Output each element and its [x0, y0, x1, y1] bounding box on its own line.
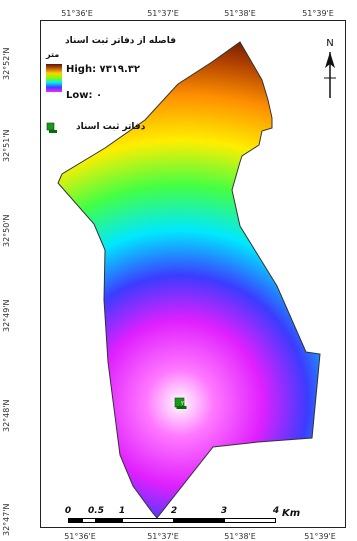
- scale-segment: [68, 518, 82, 523]
- scale-label: 2: [170, 506, 178, 516]
- scale-segment: [82, 518, 96, 523]
- longitude-tick-top: 51°37'E: [147, 9, 179, 18]
- longitude-tick-bottom: 51°38'E: [224, 532, 256, 541]
- scale-label: 1: [118, 506, 126, 516]
- north-arrow-icon: [324, 52, 336, 98]
- longitude-tick-top: 51°39'E: [302, 9, 334, 18]
- scale-label: 3: [220, 506, 228, 516]
- legend-high-value: High: ۷۳۱۹.۳۲: [66, 64, 140, 75]
- office-marker-icon: [174, 397, 187, 409]
- longitude-tick-bottom: 51°39'E: [304, 532, 336, 541]
- longitude-tick-bottom: 51°36'E: [64, 532, 96, 541]
- scale-unit: Km: [282, 508, 301, 519]
- legend-low-value: Low: ۰: [66, 90, 103, 101]
- longitude-tick-top: 51°38'E: [224, 9, 256, 18]
- study-area-polygon: [57, 41, 321, 519]
- office-marker-icon: [46, 122, 57, 133]
- legend-office-label: دفاتر ثبت اسناد: [76, 122, 146, 132]
- scale-label: 0.5: [88, 506, 104, 516]
- north-arrow: N: [318, 38, 342, 102]
- scale-segment: [96, 518, 122, 523]
- legend-color-ramp: [46, 64, 62, 92]
- legend-unit: متر: [46, 50, 60, 59]
- north-label: N: [326, 38, 334, 49]
- office-marker-label: ۲۴: [181, 400, 187, 407]
- legend-title: فاصله از دفاتر ثبت اسناد: [65, 36, 176, 46]
- scale-label: 0: [64, 506, 72, 516]
- longitude-tick-top: 51°36'E: [61, 9, 93, 18]
- scale-segment: [224, 518, 276, 523]
- longitude-tick-bottom: 51°37'E: [147, 532, 179, 541]
- scale-segment: [122, 518, 174, 523]
- scale-segment: [174, 518, 224, 523]
- scale-label: 4: [272, 506, 280, 516]
